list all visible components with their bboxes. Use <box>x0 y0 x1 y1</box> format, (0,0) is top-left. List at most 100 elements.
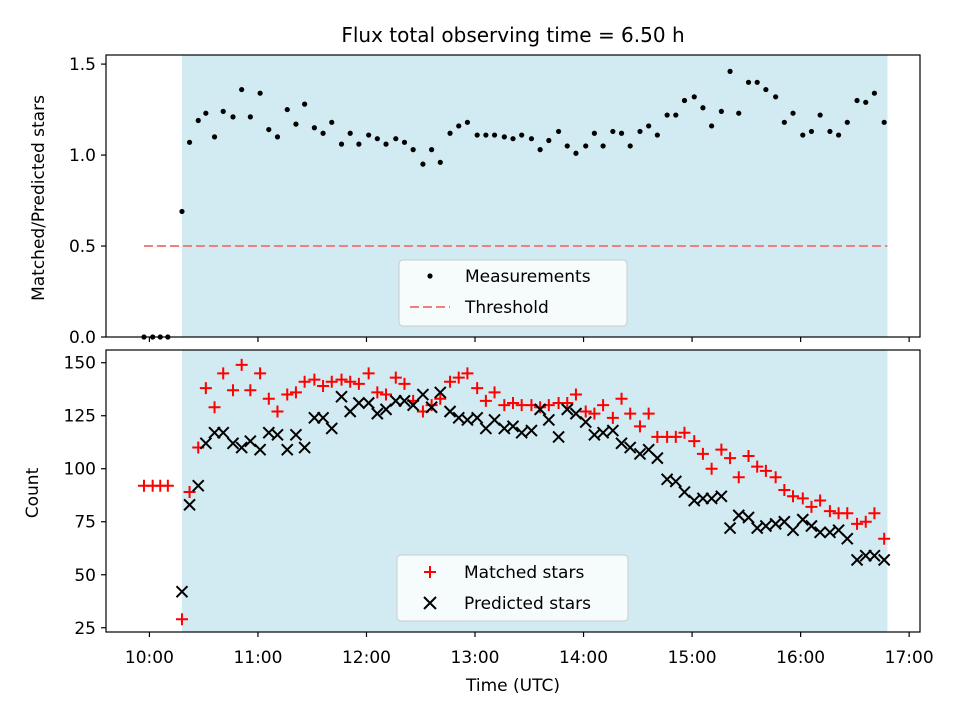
matched-star-point <box>669 430 682 443</box>
matched-star-point <box>226 384 239 397</box>
matched-star-point <box>271 405 284 418</box>
y-tick-label: 0.0 <box>69 328 96 348</box>
counts-points <box>137 358 891 626</box>
matched-star-point <box>352 377 365 390</box>
measurement-point <box>366 132 372 138</box>
matched-star-point <box>199 382 212 395</box>
matched-star-point <box>751 460 764 473</box>
measurement-point <box>745 79 752 85</box>
measurement-point <box>610 128 616 135</box>
matched-star-point <box>534 401 547 414</box>
x-tick-label: 10:00 <box>125 648 174 668</box>
matched-star-point <box>217 367 230 380</box>
matched-star-point <box>507 397 519 410</box>
predicted-star-point <box>434 386 447 399</box>
matched-star-point <box>244 384 257 397</box>
legend-matched-marker <box>424 566 436 578</box>
y-tick-label: 1.5 <box>69 55 96 75</box>
matched-star-point <box>161 479 174 492</box>
ratio-axes: 0.0 0.5 1.0 1.5 <box>69 54 921 348</box>
matched-star-point <box>569 388 582 401</box>
matched-star-point <box>759 464 772 477</box>
series-matched-stars <box>137 358 891 626</box>
predicted-star-point <box>561 403 574 416</box>
measurement-point <box>854 97 860 104</box>
measurement-point <box>293 121 299 127</box>
measurement-point <box>401 139 408 145</box>
predicted-star-point <box>352 396 366 410</box>
matched-star-point <box>434 392 447 405</box>
measurement-point <box>537 147 543 153</box>
matched-star-point <box>317 380 330 393</box>
predicted-star-point <box>868 549 881 562</box>
measurement-point <box>447 130 453 136</box>
matched-star-point <box>235 358 248 371</box>
matched-star-point <box>461 367 474 380</box>
measurement-point <box>718 108 724 114</box>
measurement-point <box>302 101 308 107</box>
x-tick-label: 11:00 <box>233 648 282 668</box>
measurement-point <box>266 126 272 133</box>
measurement-point <box>501 134 507 140</box>
measurement-point <box>781 119 787 125</box>
measurement-point <box>483 132 489 138</box>
predicted-star-point <box>183 498 196 511</box>
predicted-star-point <box>624 441 637 454</box>
series-measurements <box>141 68 887 340</box>
measurement-point <box>844 119 850 125</box>
matched-star-point <box>732 471 745 484</box>
matched-star-point <box>371 386 384 399</box>
measurement-point <box>456 123 462 129</box>
predicted-star-point <box>416 388 430 401</box>
counts-y-axis-label: Count <box>23 467 43 518</box>
measurement-point <box>546 137 552 144</box>
measurement-point <box>709 123 715 129</box>
predicted-star-point <box>406 398 420 412</box>
matched-star-point <box>444 375 457 388</box>
matched-star-point <box>642 407 655 420</box>
x-tick-label: 14:00 <box>559 648 608 668</box>
predicted-star-point <box>759 519 773 533</box>
matched-star-point <box>281 388 294 401</box>
measurement-point <box>654 132 660 138</box>
matched-star-point <box>606 411 619 424</box>
matched-star-point <box>715 443 728 456</box>
plot-frame <box>105 349 921 633</box>
legend-predicted-marker <box>423 596 437 610</box>
measurement-point <box>211 134 218 140</box>
measurement-point <box>247 114 253 120</box>
y-tick-label: 125 <box>64 407 96 427</box>
predicted-star-point <box>281 443 294 456</box>
predicted-star-point <box>796 513 809 526</box>
predicted-star-point <box>192 479 205 492</box>
measurement-point <box>203 110 209 116</box>
matched-star-point <box>597 399 610 412</box>
matched-star-point <box>298 375 311 388</box>
matched-star-point <box>389 371 402 384</box>
measurement-point <box>736 110 742 116</box>
ratio-legend: Measurements Threshold <box>398 259 628 327</box>
measurement-point <box>591 130 598 136</box>
ratio-y-axis-label: Matched/Predicted stars <box>29 95 49 301</box>
measurement-point <box>790 110 796 116</box>
matched-star-point <box>344 375 357 388</box>
y-tick-label: 50 <box>74 566 96 586</box>
matched-star-point <box>579 405 592 418</box>
matched-star-point <box>208 401 221 414</box>
measurement-point <box>274 134 281 140</box>
measurement-point <box>827 128 833 135</box>
measurement-point <box>491 132 498 138</box>
predicted-star-point <box>175 585 189 598</box>
matched-star-point <box>724 452 737 465</box>
shared-x-tick-labels: 10:00 11:00 12:00 13:00 14:00 15:00 16:00 17:00 <box>125 648 934 668</box>
measurement-point <box>763 86 769 93</box>
ratio-panel: 0.0 0.5 1.0 1.5 Matched/Predicted stars Mea… <box>29 54 921 348</box>
matched-star-point <box>308 373 321 386</box>
predicted-star-point <box>669 475 683 488</box>
predicted-star-point <box>425 401 438 414</box>
measurement-point <box>691 94 697 100</box>
predicted-star-point <box>742 511 755 524</box>
measurement-point <box>220 108 226 114</box>
measurement-point <box>627 143 633 149</box>
measurement-point <box>600 143 606 149</box>
